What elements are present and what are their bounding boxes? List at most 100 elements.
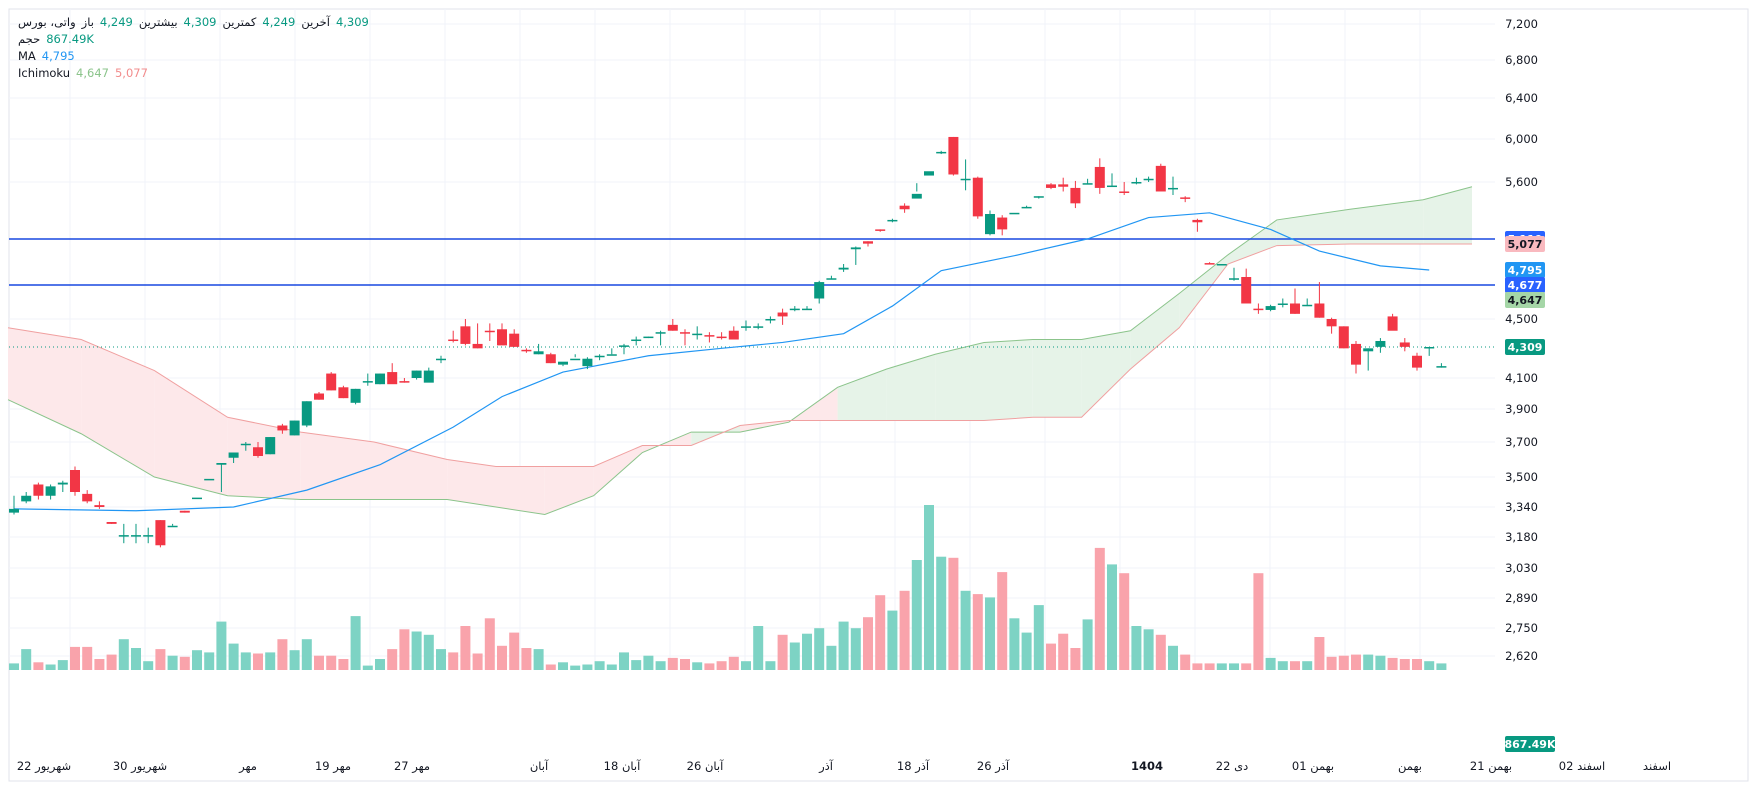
volume-bar <box>911 560 922 670</box>
volume-bar <box>9 663 19 670</box>
volume-bar <box>887 610 898 670</box>
x-tick-label: 02 اسفند <box>1559 759 1605 773</box>
candle-body <box>753 326 764 328</box>
candle-body <box>57 482 68 485</box>
volume-bar <box>802 633 812 670</box>
cloud-segment <box>227 417 301 500</box>
volume-bar <box>326 655 337 670</box>
volume-bar <box>1204 663 1215 670</box>
legend-ichimoku-b: 5,077 <box>114 66 148 80</box>
candle-body <box>1168 187 1178 190</box>
candle-body <box>1253 308 1264 311</box>
y-tick-label: 3,180 <box>1505 530 1538 544</box>
volume-bar <box>1265 657 1276 670</box>
candle-body <box>70 470 80 492</box>
legend-volume-value: 867.49K <box>46 32 94 46</box>
candle-body <box>1326 319 1337 327</box>
volume-bar <box>741 661 751 670</box>
volume-bar <box>1155 634 1166 670</box>
legend-ma-label: MA <box>18 49 36 63</box>
legend-close-value: 4,309 <box>335 15 369 29</box>
cloud-segment <box>593 445 643 496</box>
candle-body <box>863 241 873 244</box>
candle-body <box>155 520 166 546</box>
y-tick-label: 7,200 <box>1505 17 1538 31</box>
cloud-segment <box>1228 219 1277 265</box>
candle-body <box>228 452 239 458</box>
volume-bar <box>1290 661 1300 670</box>
volume-bar <box>1241 663 1252 670</box>
candle-body <box>533 351 544 355</box>
candle-body <box>582 358 593 367</box>
candle-body <box>972 177 983 217</box>
volume-bar <box>423 634 434 670</box>
candle-body <box>216 463 227 465</box>
ichimoku-cloud <box>7 186 1473 516</box>
legend-volume-row: حجم 867.49K <box>18 31 369 48</box>
cloud-segment <box>1423 186 1472 244</box>
cloud-segment <box>886 354 936 421</box>
volume-bar <box>1094 547 1105 670</box>
cloud-segment <box>447 459 496 507</box>
legend-low-value: 4,249 <box>262 15 296 29</box>
x-tick-label: 30 شهریور <box>113 759 167 774</box>
candle-body <box>265 437 276 455</box>
cloud-segment <box>154 370 228 496</box>
volume-bar <box>1070 648 1081 670</box>
candle-body <box>985 213 995 235</box>
volume-badge <box>1505 736 1555 752</box>
volume-bar <box>118 639 129 670</box>
x-tick-label: اسفند <box>1643 759 1671 773</box>
ma-line <box>13 212 1430 512</box>
volume-bar <box>765 661 776 670</box>
x-axis: 22 شهریور 30 شهریور مهر 19 مهر 27 مهر آبان 18 … <box>17 759 1671 774</box>
volume-bar <box>692 662 703 670</box>
volume-bar <box>667 657 678 670</box>
volume-bar <box>301 639 312 670</box>
candle-body <box>1363 348 1374 352</box>
cloud-segment <box>8 327 82 434</box>
x-tick-label: آذر <box>818 759 834 774</box>
legend-ma-value: 4,795 <box>41 49 75 63</box>
candle-body <box>1290 303 1300 314</box>
cloud-segment <box>1179 254 1228 328</box>
candle-body <box>106 522 117 524</box>
candle-body <box>143 535 154 537</box>
volume-bar <box>1192 663 1203 670</box>
volume-bar <box>606 664 617 670</box>
volume-bar <box>545 664 556 670</box>
volume-bar <box>1021 632 1032 670</box>
x-tick-label: 26 آذر <box>977 759 1010 774</box>
volume-bar <box>1424 661 1435 670</box>
cloud-segment <box>984 339 1033 421</box>
candle-body <box>850 247 861 250</box>
legend-open-label: باز <box>81 15 94 29</box>
x-tick-label: 18 آبان <box>604 759 641 773</box>
volume-bar <box>192 650 202 670</box>
y-tick-label: 2,750 <box>1505 621 1538 635</box>
volume-bar <box>936 556 947 670</box>
legend-open-value: 4,249 <box>99 15 133 29</box>
price-badge <box>1505 277 1545 293</box>
candle-body <box>484 330 495 333</box>
volume-bar <box>704 663 715 670</box>
volume-bar <box>826 645 837 670</box>
volume-bar <box>1229 663 1239 670</box>
volume-bar <box>1351 654 1361 670</box>
candle-body <box>338 387 349 399</box>
price-badge <box>1505 236 1545 252</box>
legend-ichimoku-row: Ichimoku 4,647 5,077 <box>18 65 369 82</box>
candle-body <box>204 478 215 481</box>
volume-bar <box>789 642 800 670</box>
volume-bar <box>1107 564 1117 670</box>
cloud-segment <box>544 466 594 515</box>
candle-body <box>1033 196 1044 198</box>
volume-bar <box>1180 654 1191 670</box>
volume-bar <box>1399 659 1410 670</box>
candle-body <box>289 420 300 436</box>
candle-body <box>1009 212 1020 215</box>
candle-body <box>1143 178 1154 181</box>
candle-body <box>375 373 385 385</box>
